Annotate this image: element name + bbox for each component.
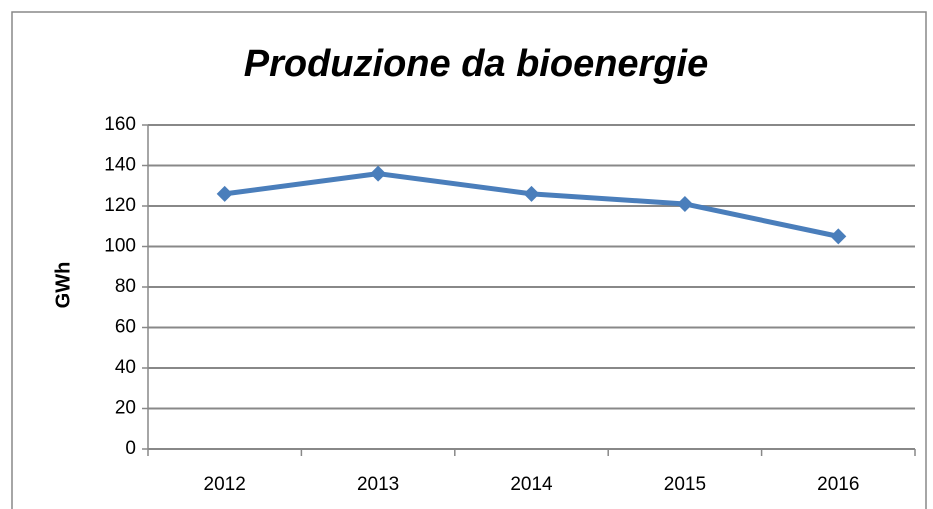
x-tick-label: 2016 [817, 474, 859, 495]
y-tick-label: 120 [104, 195, 136, 216]
chart-frame [11, 11, 927, 509]
line [224, 171, 839, 239]
marker [216, 185, 233, 202]
y-axis-label: GWh [52, 262, 74, 309]
x-tick-label: 2013 [357, 474, 399, 495]
y-tick-label: 40 [115, 357, 136, 378]
x-tick-label: 2014 [510, 474, 553, 495]
marker [370, 165, 387, 182]
y-tick-label: 60 [115, 317, 136, 338]
x-tick-label: 2015 [664, 474, 706, 495]
y-tick-label: 80 [115, 276, 136, 297]
x-tick-label: 2012 [204, 474, 246, 495]
marker [676, 195, 693, 212]
y-tick-label: 160 [104, 114, 136, 135]
y-tick-label: 20 [115, 398, 136, 419]
y-tick-label: 140 [104, 155, 136, 176]
chart-title: Produzione da bioenergie [244, 43, 709, 85]
marker [523, 185, 540, 202]
y-tick-label: 0 [125, 438, 136, 459]
marker [830, 228, 847, 245]
y-tick-label: 100 [104, 236, 136, 257]
